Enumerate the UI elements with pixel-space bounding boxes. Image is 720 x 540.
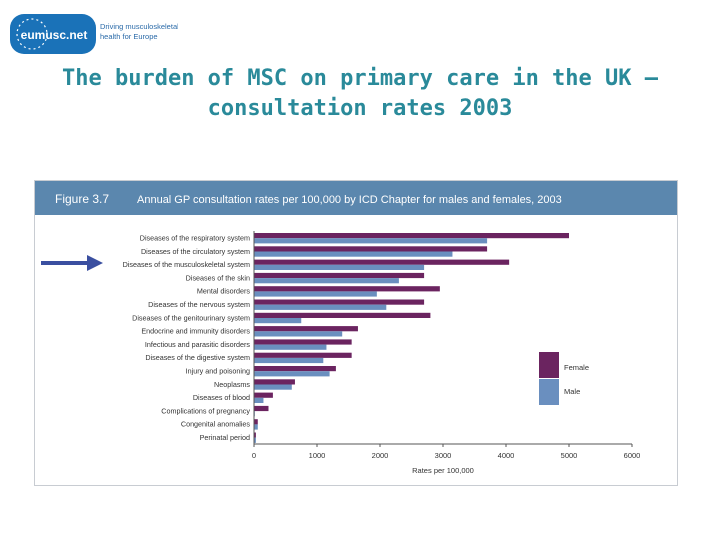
bar-male: [254, 251, 453, 257]
bar-female: [254, 272, 425, 279]
category-label: Mental disorders: [197, 287, 251, 296]
bar-male: [254, 291, 377, 297]
bar-female: [254, 379, 295, 385]
eumusc-logo: eumusc.net Driving musculoskeletal healt…: [10, 14, 178, 54]
bar-male: [254, 357, 324, 364]
logo-tagline-line-2: health for Europe: [100, 32, 158, 41]
category-label: Injury and poisoning: [186, 367, 250, 376]
bar-female: [254, 419, 258, 425]
bar-female: [254, 352, 352, 358]
category-label: Diseases of the digestive system: [145, 353, 250, 362]
x-tick-label: 5000: [561, 451, 578, 460]
slide-title-line-1: The burden of MSC on primary care in the…: [61, 66, 659, 91]
bar-male: [254, 344, 327, 350]
x-axis-label: Rates per 100,000: [412, 466, 474, 475]
bar-female: [254, 392, 273, 398]
bar-male: [254, 437, 256, 443]
x-tick-label: 0: [252, 451, 256, 460]
bar-male: [254, 264, 425, 270]
x-tick-label: 4000: [498, 451, 515, 460]
category-label: Perinatal period: [200, 433, 250, 442]
bar-female: [254, 339, 352, 345]
legend: Female Male: [539, 352, 589, 405]
x-axis-ticks: 0 1000 2000 3000 4000 5000 6000: [252, 444, 640, 460]
category-label: Congenital anomalies: [181, 420, 251, 429]
slide-title: The burden of MSC on primary care in the…: [0, 64, 720, 124]
bar-male: [254, 371, 330, 377]
bar-male: [254, 304, 387, 310]
category-label: Diseases of the musculoskeletal system: [123, 260, 250, 269]
bar-female: [254, 246, 488, 252]
bar-male: [254, 278, 399, 284]
bar-female: [254, 366, 336, 372]
x-tick-label: 1000: [309, 451, 326, 460]
bar-male: [254, 384, 292, 390]
bar-female: [254, 312, 431, 318]
bar-male: [254, 318, 302, 324]
figure-label: Figure 3.7: [55, 192, 109, 206]
bar-female: [254, 259, 510, 265]
legend-swatch-male: [539, 379, 559, 405]
figure-panel: Figure 3.7 Annual GP consultation rates …: [34, 180, 678, 486]
category-label: Complications of pregnancy: [161, 406, 250, 415]
logo-star-ring-icon: [16, 18, 48, 50]
bar-female: [254, 405, 269, 412]
bar-female: [254, 233, 569, 239]
bars-layer: [254, 233, 569, 443]
category-label: Diseases of blood: [193, 393, 250, 402]
legend-label-female: Female: [564, 363, 589, 372]
category-label: Diseases of the nervous system: [148, 300, 250, 309]
category-label: Infectious and parasitic disorders: [145, 340, 250, 349]
logo-badge-text: eumusc.net: [21, 28, 88, 42]
logo-tagline-line-1: Driving musculoskeletal: [100, 22, 178, 31]
figure-header-band: [35, 181, 677, 215]
bar-male: [254, 331, 343, 337]
chart-title: Annual GP consultation rates per 100,000…: [137, 194, 562, 206]
legend-swatch-female: [539, 352, 559, 378]
category-label: Diseases of the circulatory system: [141, 247, 250, 256]
legend-label-male: Male: [564, 387, 580, 396]
slide-title-line-2: consultation rates 2003: [207, 96, 513, 121]
category-labels: Diseases of the respiratory system Diseas…: [123, 234, 251, 443]
category-label: Diseases of the skin: [186, 273, 250, 282]
category-label: Neoplasms: [214, 380, 250, 389]
bar-female: [254, 432, 256, 438]
bar-female: [254, 326, 358, 332]
x-tick-label: 3000: [435, 451, 452, 460]
category-label: Diseases of the genitourinary system: [132, 313, 250, 322]
bar-male: [254, 424, 258, 430]
category-label: Diseases of the respiratory system: [140, 234, 250, 243]
bar-male: [254, 397, 264, 403]
x-tick-label: 6000: [624, 451, 641, 460]
bar-female: [254, 299, 425, 305]
x-tick-label: 2000: [372, 451, 389, 460]
bar-female: [254, 286, 440, 292]
logo-badge: [10, 14, 96, 54]
highlight-arrow-icon: [41, 255, 103, 271]
bar-male: [254, 238, 488, 244]
category-label: Endocrine and immunity disorders: [141, 327, 250, 336]
bar-chart: Figure 3.7 Annual GP consultation rates …: [35, 181, 677, 475]
